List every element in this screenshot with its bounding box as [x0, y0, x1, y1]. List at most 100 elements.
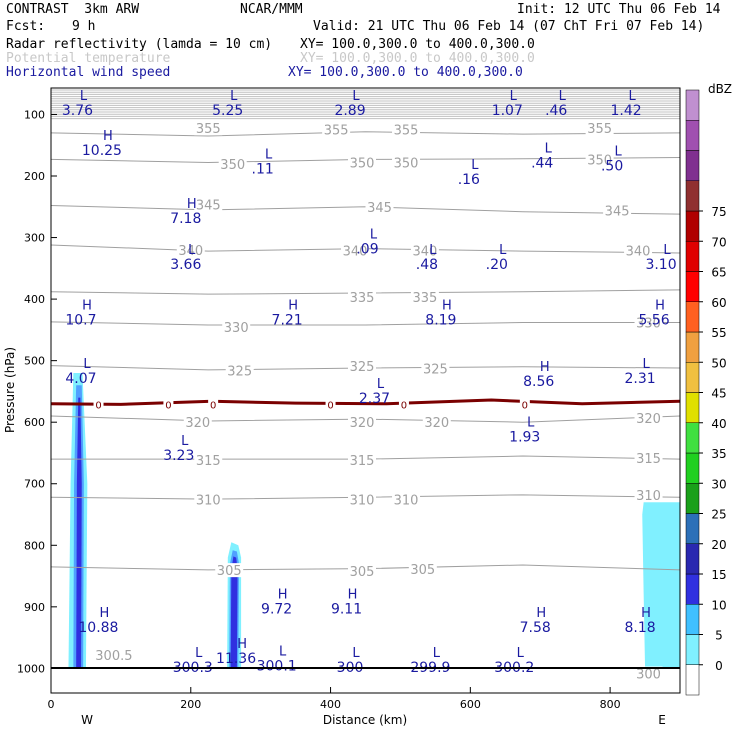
colorbar-level: 60	[711, 296, 726, 310]
wind-extremum-value: 2.37	[359, 391, 390, 407]
wind-extremum-value: .16	[458, 172, 480, 188]
theta-label-bg	[322, 122, 351, 137]
theta-label: 325	[350, 360, 375, 375]
colorbar-level: 10	[711, 598, 726, 612]
theta-label: 350	[350, 157, 375, 172]
theta-label: 345	[367, 201, 392, 216]
field2-xy: XY= 100.0,300.0 to 400.0,300.0	[300, 51, 535, 66]
wind-extremum-kind: L	[279, 644, 287, 659]
wind-extremum: L1.93	[509, 415, 540, 445]
colorbar-level: 45	[711, 387, 726, 401]
theta-label: 320	[185, 416, 210, 431]
plot-frame	[50, 87, 681, 694]
wind-extremum: L3.76	[62, 89, 93, 119]
theta-label: 355	[324, 123, 349, 138]
wind-extremum: L3.23	[163, 434, 194, 464]
theta-label: 310	[350, 493, 375, 508]
wind-extremum: H8.19	[425, 298, 456, 328]
wind-extremum-value: 3.76	[62, 103, 93, 119]
colorbar-block	[685, 392, 700, 423]
wind-extremum-value: 1.93	[509, 429, 540, 445]
wind-extremum: L.46	[545, 89, 567, 119]
wind-extremum: L4.07	[65, 357, 96, 387]
colorbar-level: 15	[711, 568, 726, 582]
freezing-label-bg	[398, 399, 409, 410]
wind-extremum-kind: L	[352, 89, 360, 104]
colorbar-level: 50	[711, 356, 726, 370]
wind-extremum-value: .09	[356, 242, 378, 258]
y-tick-label: 1000	[17, 662, 45, 675]
wind-extremum-value: .48	[416, 257, 438, 273]
reflectivity-colorbar: dBZ 0 5 10 15 20 25 30 35 40 45 50 55 60 65 70 75	[685, 82, 732, 696]
wind-extremum-kind: L	[429, 243, 437, 258]
wind-extremum-kind: H	[237, 637, 247, 652]
y-tick-label: 400	[24, 293, 45, 306]
theta-label-bg	[634, 666, 663, 681]
theta-label-bg	[348, 155, 377, 170]
theta-label-bg	[215, 563, 244, 578]
colorbar-block	[685, 483, 700, 514]
theta-label-bg	[194, 197, 223, 212]
init-time: Init: 12 UTC Thu 06 Feb 14	[517, 2, 721, 17]
wind-extremum-value: 4.07	[65, 371, 96, 387]
wind-extremum-kind: L	[614, 145, 622, 160]
theta-label-bg	[585, 152, 614, 167]
wind-extremum: L2.31	[624, 357, 655, 387]
wind-extremum: H10.7	[65, 298, 96, 328]
theta-label-bg	[341, 243, 370, 258]
echo-core	[76, 397, 82, 669]
wind-extremum-value: 300.1	[257, 658, 297, 674]
theta-label-bg	[634, 488, 663, 503]
theta-label-bg	[348, 452, 377, 467]
wind-extremum-kind: L	[642, 357, 650, 372]
wind-extremum: H8.18	[624, 606, 655, 636]
y-tick-label: 200	[24, 170, 45, 183]
echo-light	[642, 502, 680, 669]
theta-label: 315	[350, 454, 375, 469]
freezing-label: 0	[522, 400, 528, 411]
field2-name: Potential temperature	[6, 51, 171, 66]
theta-label-bg	[410, 289, 439, 304]
theta-label: 310	[636, 489, 661, 504]
wind-extremum-kind: L	[80, 89, 88, 104]
theta-label-bg	[392, 492, 421, 507]
wind-extremum-value: .44	[531, 155, 553, 171]
theta-label: 345	[605, 205, 630, 220]
wind-extremum: L.09	[356, 228, 378, 258]
theta-label-bg	[421, 361, 450, 376]
wind-extremum-kind: H	[103, 129, 113, 144]
wind-extremum-kind: L	[230, 89, 238, 104]
theta-label-bg	[194, 121, 223, 136]
field1-name: Radar reflectivity (lamda = 10 cm)	[6, 37, 273, 52]
wind-extremum: H5.56	[638, 298, 669, 328]
y-axis-label: Pressure (hPa)	[3, 347, 17, 433]
theta-label-bg	[392, 155, 421, 170]
wind-extremum-kind: H	[536, 606, 546, 621]
colorbar-level: 0	[715, 659, 723, 673]
echo-core	[230, 556, 238, 669]
theta-label-bg	[348, 414, 377, 429]
freezing-level-line	[50, 398, 681, 406]
wind-extremum: H9.72	[261, 588, 292, 618]
wind-extremum: L2.89	[334, 89, 365, 119]
theta-label: 340	[626, 245, 651, 260]
colorbar-block	[685, 513, 700, 544]
wind-extremum-kind: L	[663, 243, 671, 258]
colorbar-block	[685, 271, 700, 302]
wind-extremum-value: 3.10	[645, 257, 676, 273]
y-tick-label: 100	[24, 108, 45, 121]
freezing-label: 0	[95, 400, 101, 411]
colorbar-block	[685, 210, 700, 242]
wind-extremum-value: .20	[486, 257, 508, 273]
wind-extremum-kind: L	[628, 89, 636, 104]
colorbar-block	[685, 452, 700, 484]
wind-extremum-kind: L	[265, 148, 273, 163]
fcst-value: 9 h	[72, 19, 96, 34]
theta-label-bg	[348, 492, 377, 507]
wind-extremum-kind: H	[278, 588, 288, 603]
theta-label: 320	[424, 416, 449, 431]
theta-label: 310	[196, 493, 221, 508]
